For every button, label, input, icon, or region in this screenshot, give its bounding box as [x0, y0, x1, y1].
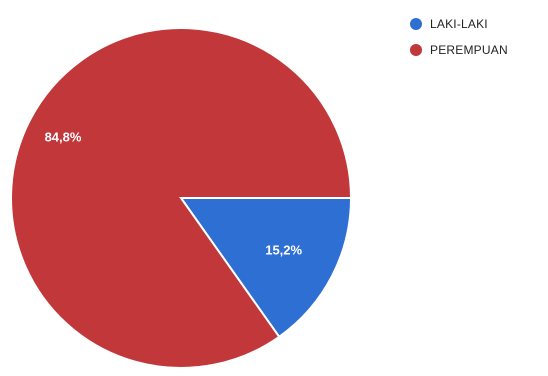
legend-item-laki-laki: LAKI-LAKI [410, 12, 508, 36]
pie-slice-perempuan [10, 27, 353, 369]
pie-label-laki-laki: 15,2% [265, 243, 302, 258]
chart-legend: LAKI-LAKI PEREMPUAN [410, 12, 508, 64]
legend-label-laki-laki: LAKI-LAKI [430, 17, 488, 31]
legend-swatch-laki-laki [410, 18, 422, 30]
legend-swatch-perempuan [410, 44, 422, 56]
legend-label-perempuan: PEREMPUAN [430, 43, 508, 57]
pie-slice-laki-laki [179, 197, 353, 339]
pie-label-perempuan: 84,8% [45, 129, 82, 144]
legend-item-perempuan: PEREMPUAN [410, 38, 508, 62]
